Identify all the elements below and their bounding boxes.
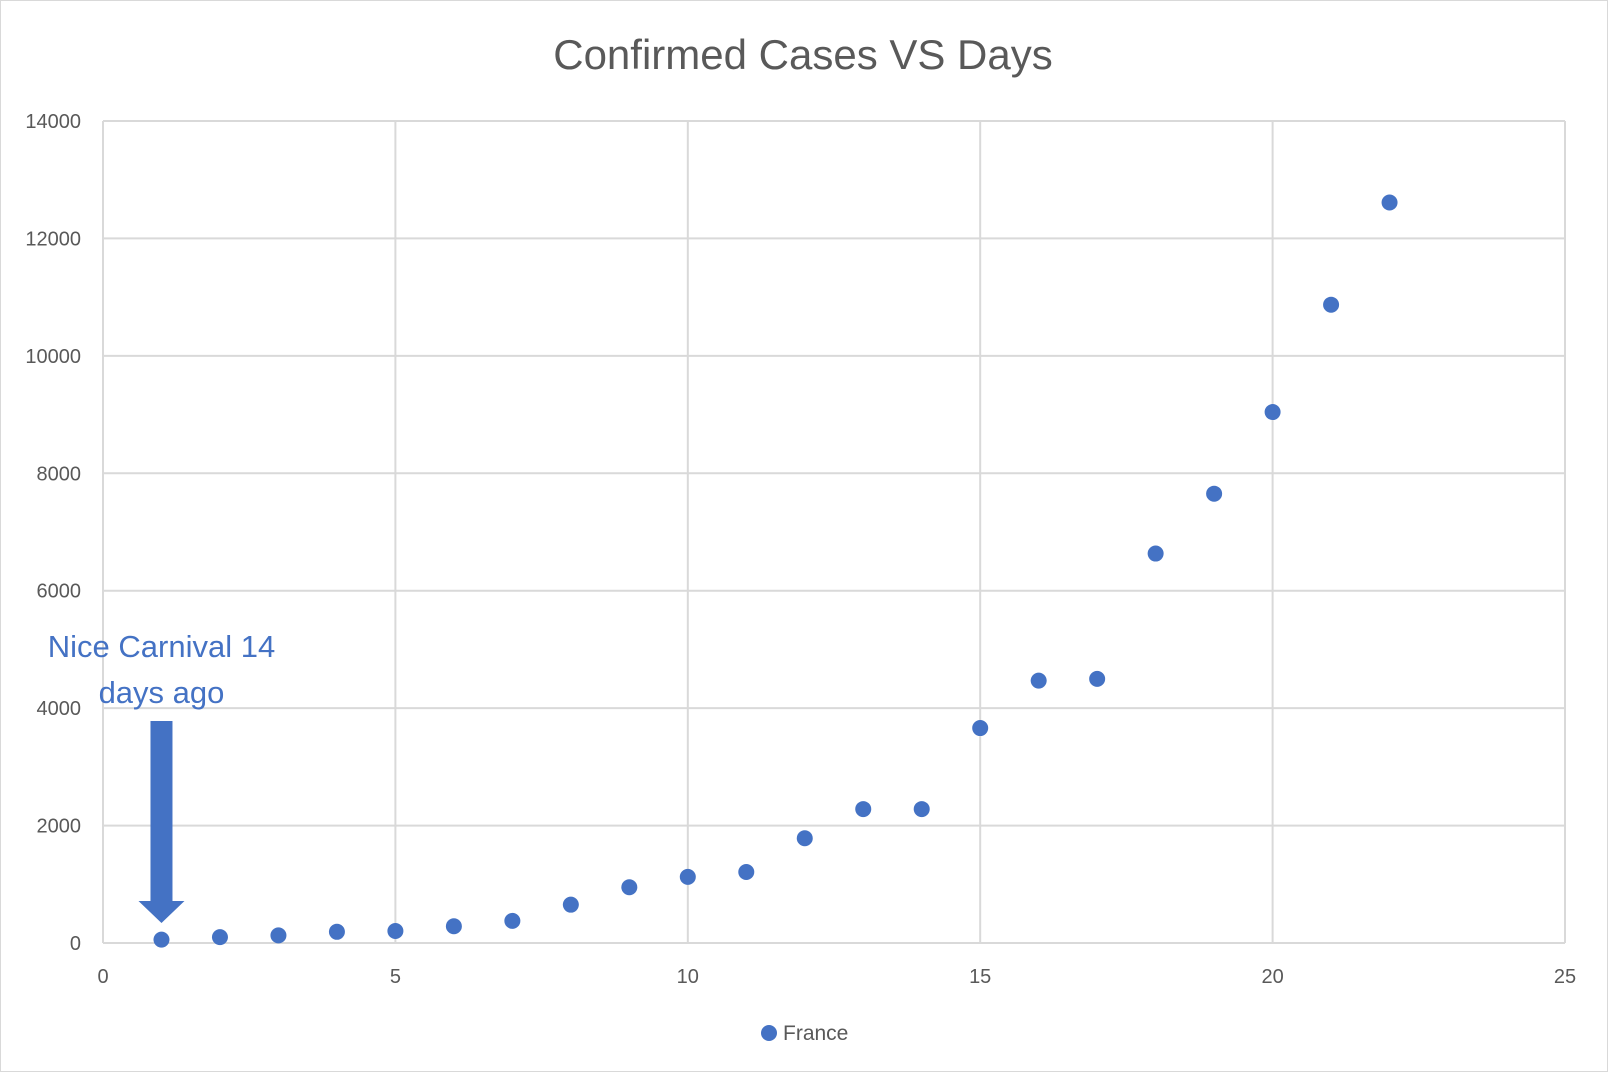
data-point — [972, 720, 989, 737]
y-tick-label: 6000 — [37, 581, 82, 603]
x-tick-label: 10 — [677, 966, 699, 988]
data-point — [445, 918, 462, 935]
legend-label: France — [783, 1022, 848, 1045]
data-point — [1381, 194, 1398, 211]
data-point — [1089, 670, 1106, 687]
data-point — [1264, 404, 1281, 421]
data-point — [855, 801, 872, 818]
y-tick-label: 8000 — [37, 463, 82, 485]
y-tick-label: 2000 — [37, 816, 82, 838]
gridlines — [102, 120, 1566, 944]
annotation-text: Nice Carnival 14 — [48, 629, 275, 664]
data-point — [270, 927, 287, 944]
data-point — [1206, 485, 1223, 502]
y-tick-label: 4000 — [37, 698, 82, 720]
data-point — [796, 830, 813, 847]
data-point — [387, 923, 404, 940]
data-point — [211, 929, 228, 946]
data-point — [1323, 296, 1340, 313]
legend-marker — [761, 1025, 777, 1041]
data-point — [1147, 545, 1164, 562]
x-tick-label: 0 — [97, 966, 108, 988]
annotation-arrow — [138, 721, 185, 923]
x-tick-label: 20 — [1261, 966, 1283, 988]
annotation: Nice Carnival 14 days ago — [48, 629, 275, 923]
y-tick-label: 0 — [70, 933, 81, 955]
chart-title: Confirmed Cases VS Days — [553, 31, 1053, 78]
data-point — [913, 801, 930, 818]
data-point — [621, 879, 638, 896]
x-tick-label: 15 — [969, 966, 991, 988]
data-point — [504, 912, 521, 929]
axis-tick-labels: 0 2000 4000 6000 8000 10000 12000 14000 0 5 10 15 20… — [25, 111, 1576, 988]
data-point — [562, 896, 579, 913]
y-tick-label: 10000 — [25, 346, 81, 368]
y-tick-label: 12000 — [25, 228, 81, 250]
data-point — [679, 868, 696, 885]
legend: France — [761, 1022, 848, 1045]
data-point — [153, 931, 170, 948]
data-point — [328, 923, 345, 940]
annotation-text: days ago — [99, 675, 225, 710]
data-point — [1030, 672, 1047, 689]
y-tick-label: 14000 — [25, 111, 81, 133]
x-tick-label: 25 — [1554, 966, 1576, 988]
data-point — [738, 864, 755, 881]
data-points — [153, 194, 1398, 948]
x-tick-label: 5 — [390, 966, 401, 988]
